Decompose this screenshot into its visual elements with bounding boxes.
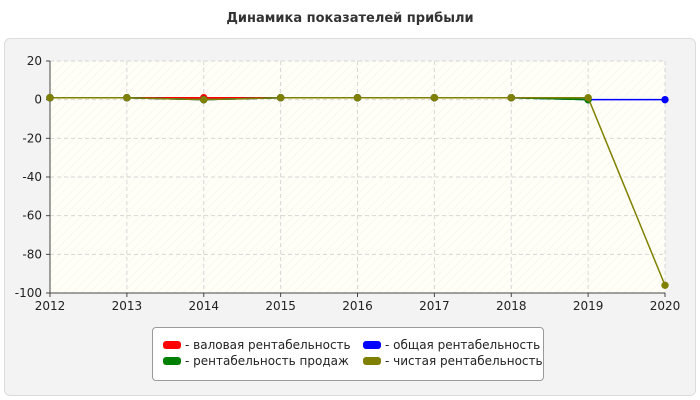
x-tick-label: 2012	[35, 299, 66, 313]
data-point	[661, 281, 669, 289]
x-tick-label: 2015	[265, 299, 296, 313]
legend-label: - общая рентабельность	[385, 338, 541, 352]
y-tick-label: -40	[22, 170, 42, 184]
legend-swatch	[163, 357, 181, 365]
data-point	[661, 95, 669, 104]
data-point	[430, 94, 439, 102]
y-tick-label: -60	[22, 209, 42, 223]
x-tick-label: 2014	[188, 299, 219, 313]
x-tick-label: 2018	[496, 299, 527, 313]
y-tick-label: 0	[34, 93, 42, 107]
legend-swatch	[163, 341, 181, 349]
data-point	[123, 94, 131, 102]
legend-label: - чистая рентабельность	[385, 354, 543, 368]
data-point	[46, 94, 54, 102]
legend-item-net-margin[interactable]: - чистая рентабельность	[363, 354, 543, 368]
legend-label: - валовая рентабельность	[185, 338, 351, 352]
data-point	[276, 94, 285, 102]
data-point	[507, 94, 515, 102]
x-tick-label: 2020	[650, 299, 681, 313]
data-point	[200, 95, 208, 104]
x-tick-label: 2013	[112, 299, 143, 313]
legend-swatch	[363, 341, 381, 349]
data-point	[353, 94, 362, 102]
legend-item-gross-margin[interactable]: - валовая рентабельность	[163, 338, 351, 352]
legend-item-sales-margin[interactable]: - рентабельность продаж	[163, 354, 349, 368]
x-tick-label: 2019	[573, 299, 604, 313]
x-tick-label: 2017	[419, 299, 450, 313]
y-tick-label: -80	[22, 247, 42, 261]
data-point	[584, 94, 592, 102]
y-tick-label: -20	[22, 131, 42, 145]
chart-legend: - валовая рентабельность - общая рентабе…	[152, 327, 544, 381]
legend-item-total-margin[interactable]: - общая рентабельность	[363, 338, 540, 352]
y-tick-label: 20	[27, 54, 42, 68]
chart-title: Динамика показателей прибыли	[226, 11, 474, 26]
legend-label: - рентабельность продаж	[185, 354, 349, 368]
legend-swatch	[363, 357, 381, 365]
x-tick-label: 2016	[342, 299, 373, 313]
y-tick-label: -100	[15, 286, 42, 300]
